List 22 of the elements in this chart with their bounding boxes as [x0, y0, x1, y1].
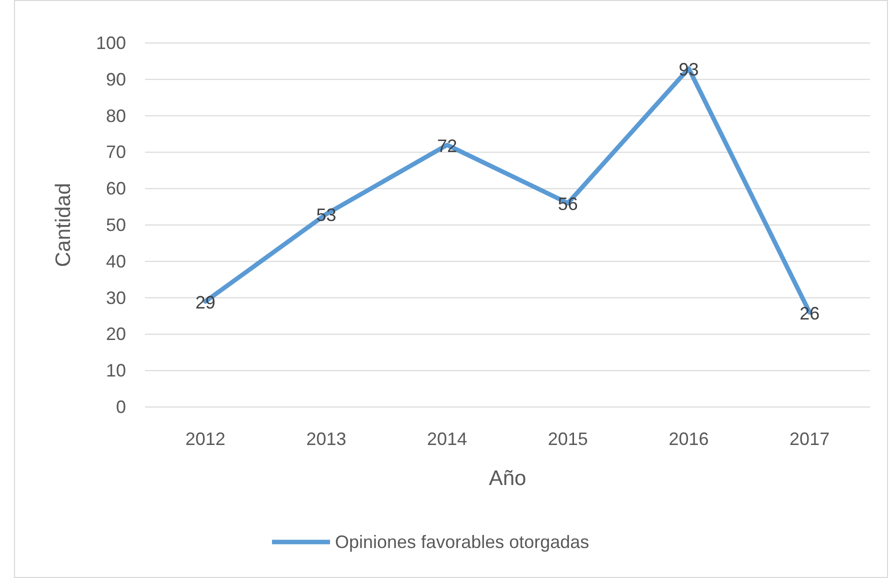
- x-tick-label: 2015: [548, 429, 588, 449]
- y-tick-label: 10: [106, 360, 126, 381]
- x-tick-label: 2014: [427, 429, 468, 449]
- x-tick-label: 2017: [790, 429, 830, 449]
- data-label: 26: [800, 303, 820, 324]
- y-tick-label: 100: [96, 33, 126, 53]
- y-tick-label: 50: [106, 215, 126, 235]
- y-tick-label: 0: [116, 397, 126, 417]
- y-tick-label: 60: [106, 178, 126, 199]
- y-tick-label: 90: [106, 69, 126, 90]
- y-axis-title: Cantidad: [52, 182, 75, 268]
- y-tick-label: 30: [106, 288, 126, 308]
- y-tick-label: 80: [106, 106, 126, 126]
- legend-label: Opiniones favorables otorgadas: [335, 532, 590, 552]
- y-tick-label: 20: [106, 324, 126, 344]
- x-tick-label: 2013: [306, 429, 346, 449]
- x-tick-label: 2016: [668, 429, 709, 449]
- x-axis-title: Año: [488, 467, 526, 490]
- x-tick-label: 2012: [185, 429, 226, 449]
- y-tick-label: 40: [106, 251, 126, 272]
- y-tick-label: 70: [106, 142, 126, 162]
- data-label: 29: [195, 292, 216, 312]
